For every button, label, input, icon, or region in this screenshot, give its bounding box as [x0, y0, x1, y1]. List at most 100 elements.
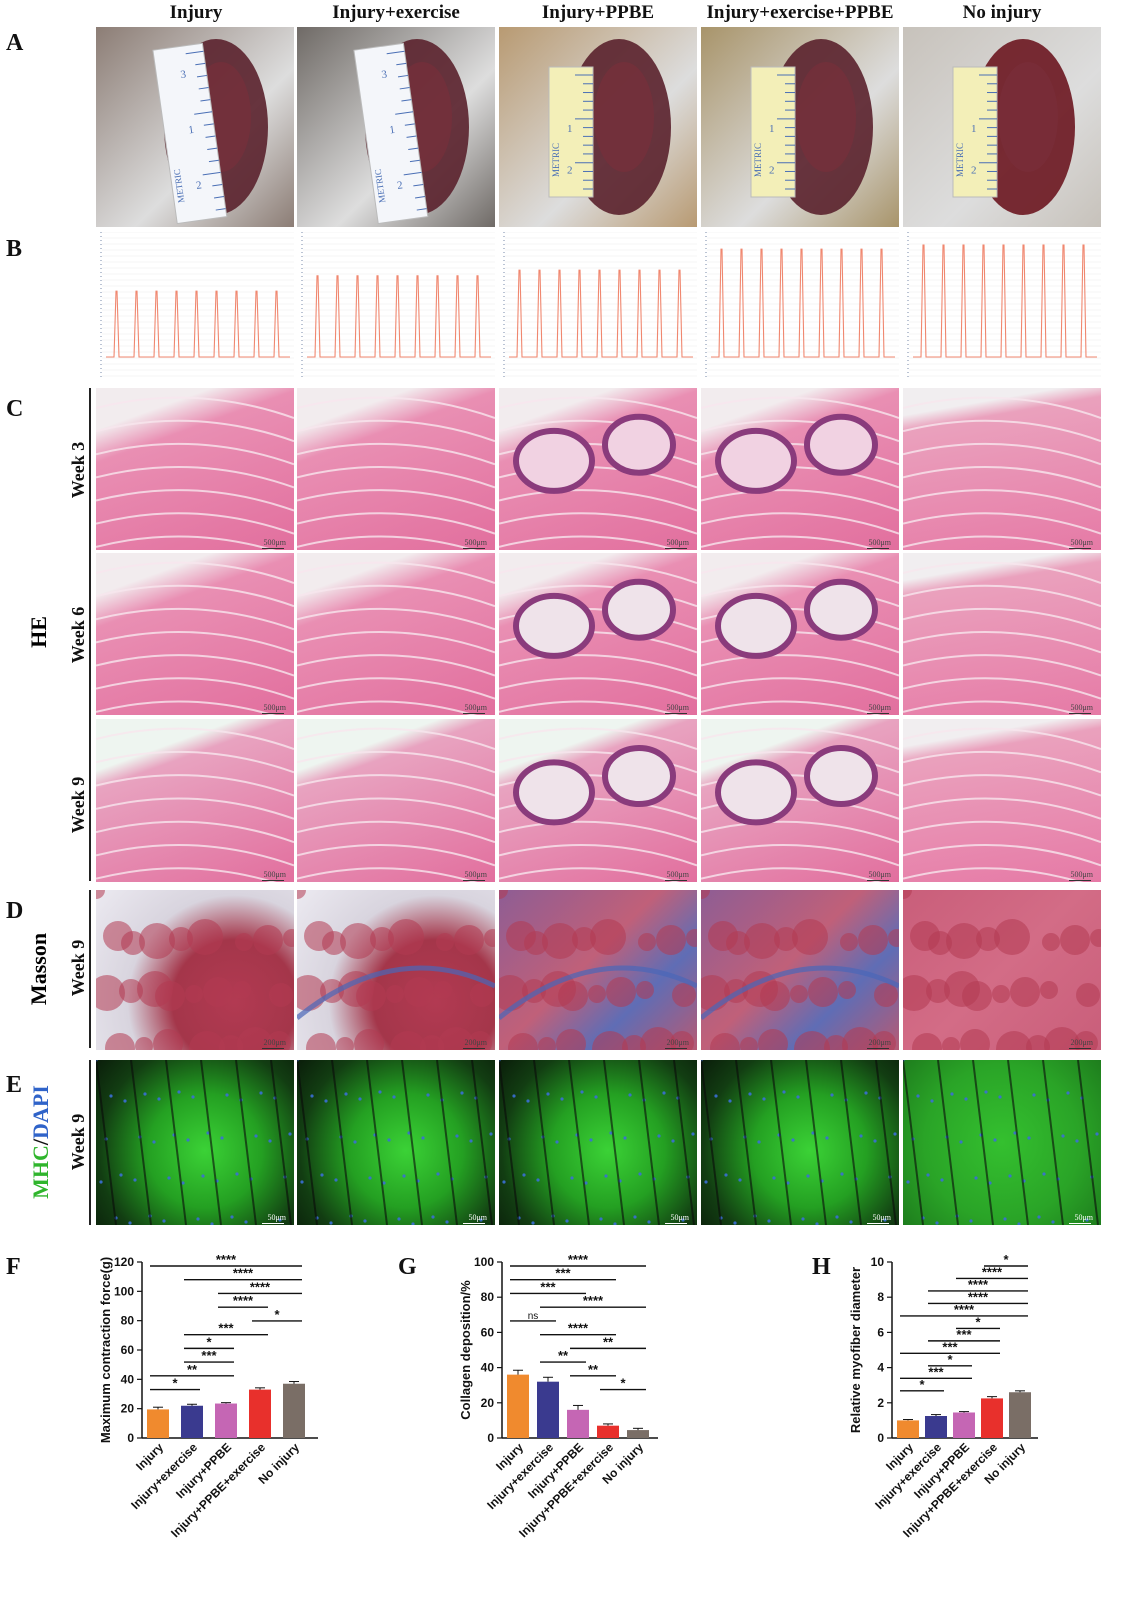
nucleus	[460, 1091, 464, 1095]
muscle-fiber-section	[976, 927, 1000, 951]
muscle-fiber-section	[283, 929, 294, 947]
scale-bar-line	[463, 548, 485, 549]
he-texture	[96, 396, 294, 550]
significance-label: *	[947, 1352, 953, 1367]
muscle-fiber-section	[438, 1027, 474, 1050]
ruler-tick	[395, 111, 414, 115]
fiber-streak	[96, 535, 276, 550]
he-histology-image: 500μm	[701, 719, 899, 882]
fiber-streak	[903, 396, 1101, 419]
nucleus	[835, 1215, 839, 1219]
fiber-streak	[297, 466, 495, 489]
nucleus	[950, 1092, 954, 1096]
fiber-streak	[903, 654, 1101, 677]
nucleus	[594, 1095, 598, 1099]
muscle-fiber-section	[484, 929, 495, 947]
muscle-fiber-section	[926, 979, 950, 1003]
nucleus	[757, 1140, 761, 1144]
nucleus	[402, 1174, 406, 1178]
scale-bar-label: 500μm	[263, 538, 286, 547]
muscle-fiber-section	[708, 921, 738, 951]
ruler-tick	[208, 159, 219, 163]
fiber-streak	[96, 607, 294, 631]
muscle-fiber-section	[740, 1037, 758, 1050]
nucleus	[988, 1181, 992, 1185]
muscle-photo: METRIC 1 2	[903, 27, 1101, 227]
fiber-boundary	[701, 1060, 722, 1225]
muscle-fiber-section	[944, 971, 980, 1007]
mhc-dapi-label: MHC/DAPI	[28, 1072, 56, 1212]
fiber-streak	[903, 774, 1101, 797]
y-tick-label: 20	[121, 1402, 135, 1416]
muscle-fiber-section	[622, 1035, 646, 1050]
nucleus	[157, 1097, 161, 1101]
fiber-streak	[96, 844, 294, 867]
muscle-fiber-section	[297, 890, 306, 899]
nucleus	[1066, 1091, 1070, 1095]
scale-bar-label: 500μm	[464, 870, 487, 879]
ruler: METRIC 1 2	[548, 66, 594, 198]
nucleus	[786, 1181, 790, 1185]
nucleus	[801, 1217, 805, 1221]
fiber-streak	[297, 700, 477, 715]
scale-bar-label: 50μm	[267, 1213, 286, 1222]
scale-bar-label: 500μm	[263, 703, 286, 712]
scale-bar-line	[665, 713, 687, 714]
muscle-fiber-section	[942, 1037, 960, 1050]
fiber-streak	[96, 774, 294, 797]
fiber-boundary	[735, 1060, 757, 1225]
panel-letter-g: G	[398, 1254, 417, 1280]
significance-label: ****	[968, 1289, 989, 1304]
he-histology-image: 500μm	[701, 388, 899, 550]
muscle-fiber-section	[189, 1031, 225, 1050]
scale-bar-line	[867, 880, 889, 881]
scale-bar-line	[1069, 548, 1091, 549]
ruler-tick	[185, 50, 204, 55]
nucleus	[128, 1221, 132, 1225]
muscle-fiber-section	[454, 925, 484, 955]
nucleus	[436, 1172, 440, 1176]
muscle-fiber-section	[434, 981, 452, 999]
if-histology-image: 50μm	[297, 1060, 495, 1225]
scale-bar-label: 500μm	[464, 703, 487, 712]
muscle-fiber-section	[672, 983, 696, 1007]
nucleus	[254, 1134, 258, 1138]
significance-label: *	[206, 1334, 212, 1349]
scale-bar-line	[463, 880, 485, 881]
muscle-fiber-section	[1090, 929, 1101, 947]
bar	[897, 1420, 919, 1438]
fiber-streak	[96, 820, 294, 844]
muscle-fiber-section	[468, 1031, 492, 1050]
muscle-fiber-section	[994, 919, 1030, 955]
y-tick-label: 2	[877, 1396, 884, 1410]
y-tick-label: 40	[481, 1361, 495, 1375]
ruler-tick	[414, 196, 426, 199]
muscle-photo-art: METRIC 1 2	[952, 39, 1075, 215]
muscle-fiber-section	[686, 929, 697, 947]
fiber-streak	[297, 489, 495, 512]
if-bracket-line	[89, 1060, 91, 1225]
panel-letter-d: D	[6, 898, 24, 924]
nucleus	[791, 1138, 795, 1142]
scaffold-cavity	[513, 592, 595, 659]
he-histology-image: 500μm	[903, 719, 1101, 882]
muscle-fiber-section	[790, 985, 808, 1003]
muscle-fiber-section	[888, 929, 899, 947]
muscle-fiber-section	[508, 1033, 538, 1050]
muscle-fiber-section	[636, 981, 654, 999]
fiber-streak	[701, 677, 899, 700]
muscle-fiber-section	[219, 1035, 243, 1050]
panel-letter-a: A	[6, 30, 24, 56]
nucleus	[738, 1178, 742, 1182]
nucleus	[99, 1180, 103, 1184]
fiber-streak	[297, 584, 495, 608]
y-tick-label: 0	[487, 1431, 494, 1445]
y-tick-label: 100	[474, 1255, 494, 1269]
significance-label: *	[274, 1307, 280, 1322]
fiber-boundary	[638, 1060, 660, 1225]
fiber-streak	[96, 654, 294, 677]
fiber-streak	[903, 867, 1084, 882]
muscle-fiber-section	[903, 975, 932, 1011]
significance-label: **	[603, 1334, 614, 1349]
nucleus	[647, 1220, 651, 1224]
